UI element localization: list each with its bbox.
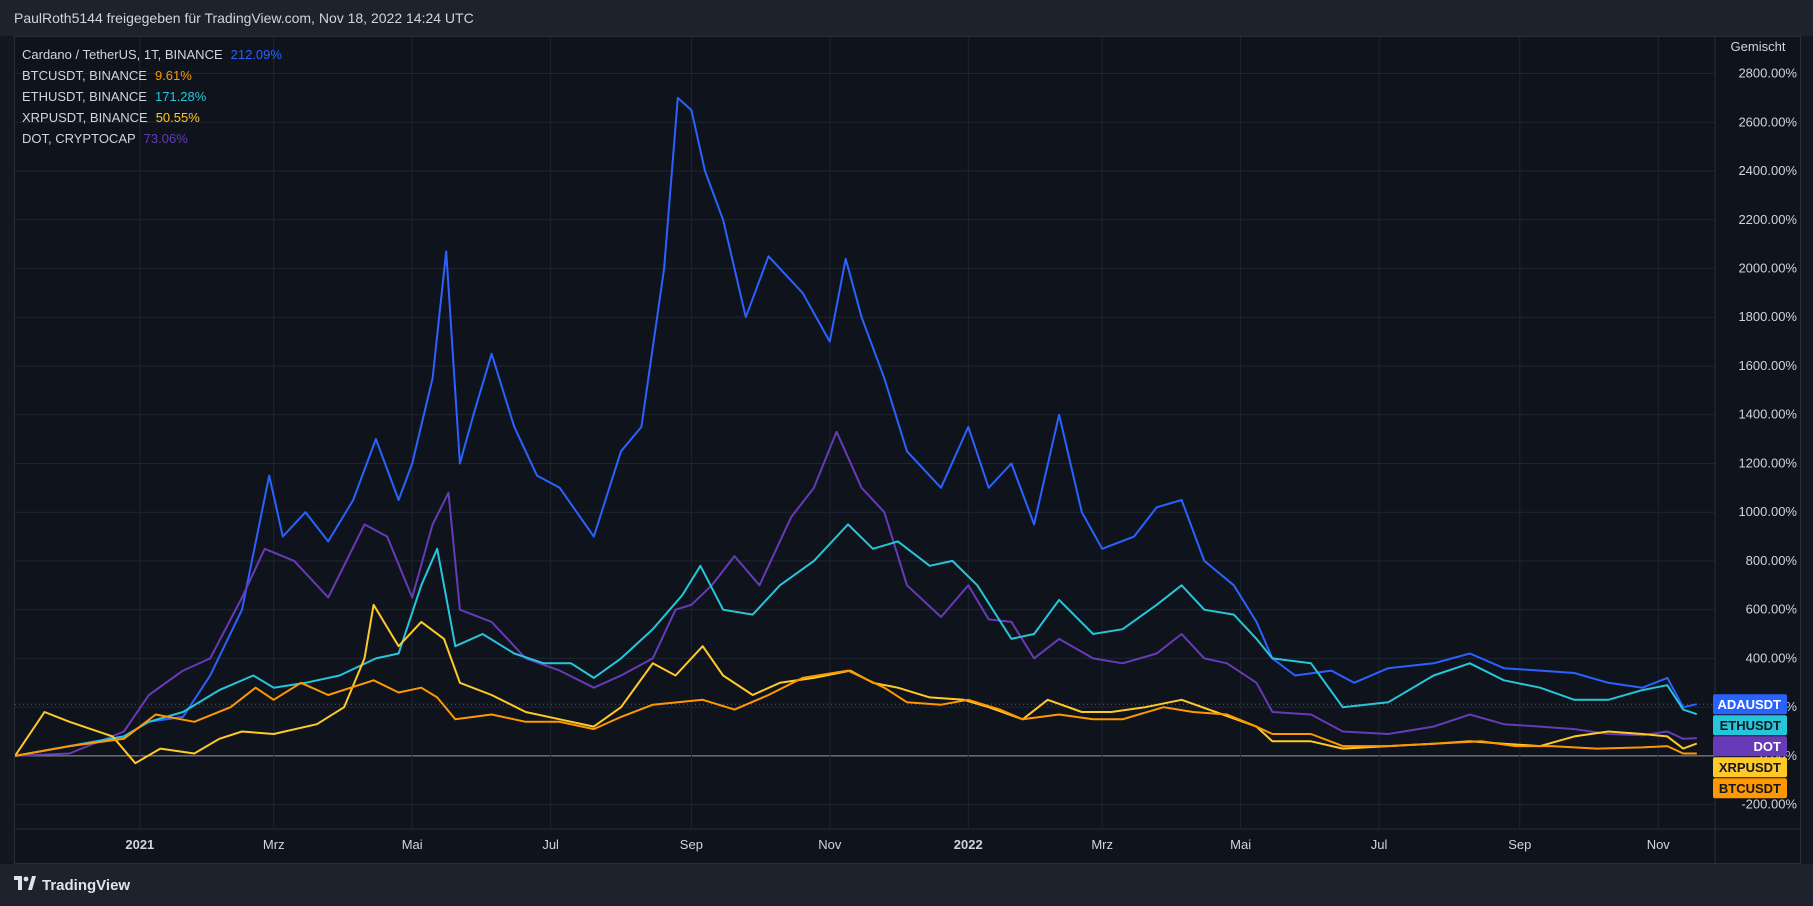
y-tick-label: 2400.00%: [1738, 163, 1797, 178]
share-header: PaulRoth5144 freigegeben für TradingView…: [0, 0, 1813, 36]
end-label-btcusdt: BTCUSDT: [1713, 778, 1787, 799]
chart-area[interactable]: Gemischt 2800.00% 2600.00% 2400.00% 2200.00%…: [14, 36, 1801, 864]
series-line-ethusdt[interactable]: [14, 523, 1698, 757]
y-axis-title: Gemischt: [1731, 39, 1786, 54]
legend-label: ETHUSDT, BINANCE: [22, 89, 147, 104]
y-tick-label: 400.00%: [1746, 650, 1798, 665]
legend-label: DOT, CRYPTOCAP: [22, 131, 136, 146]
x-tick-label: Sep: [1508, 837, 1531, 852]
y-tick-label: 1600.00%: [1738, 358, 1797, 373]
legend-value: 50.55%: [155, 110, 200, 125]
y-tick-label: 800.00%: [1746, 553, 1798, 568]
legend-label: BTCUSDT, BINANCE: [22, 68, 147, 83]
y-tick-label: 2000.00%: [1738, 261, 1797, 276]
footer: TradingView: [0, 864, 1813, 906]
chart-legend[interactable]: Cardano / TetherUS, 1T, BINANCE 212.09% BT…: [22, 44, 282, 149]
x-tick-label: Sep: [680, 837, 703, 852]
y-tick-label: 600.00%: [1746, 602, 1798, 617]
x-tick-label: Mrz: [1091, 837, 1113, 852]
x-tick-label: 2021: [125, 837, 154, 852]
x-tick-label: Mai: [1230, 837, 1251, 852]
end-label-adausdt: ADAUSDT: [1713, 694, 1787, 715]
y-tick-label: 1200.00%: [1738, 455, 1797, 470]
svg-text:ADAUSDT: ADAUSDT: [1717, 697, 1781, 712]
y-axis[interactable]: Gemischt 2800.00% 2600.00% 2400.00% 2200.00%…: [1731, 39, 1798, 812]
legend-value: 73.06%: [143, 131, 188, 146]
tradingview-wordmark: TradingView: [42, 876, 131, 894]
x-tick-label: Mai: [402, 837, 423, 852]
svg-text:DOT: DOT: [1754, 739, 1782, 754]
svg-text:XRPUSDT: XRPUSDT: [1719, 760, 1781, 775]
end-label-ethusdt: ETHUSDT: [1713, 715, 1787, 736]
legend-row[interactable]: DOT, CRYPTOCAP 73.06%: [22, 128, 282, 149]
legend-value: 212.09%: [230, 47, 282, 62]
series-line-adausdt[interactable]: [14, 96, 1698, 757]
tradingview-logo-icon: [14, 876, 42, 894]
y-tick-label: 2200.00%: [1738, 212, 1797, 227]
x-tick-label: Nov: [1647, 837, 1671, 852]
series-line-btcusdt[interactable]: [14, 669, 1697, 757]
y-tick-label: 1800.00%: [1738, 309, 1797, 324]
y-tick-label: 1000.00%: [1738, 504, 1797, 519]
svg-text:ETHUSDT: ETHUSDT: [1720, 718, 1781, 733]
comparison-line-chart[interactable]: Gemischt 2800.00% 2600.00% 2400.00% 2200.00%…: [14, 37, 1800, 863]
y-tick-label: 2600.00%: [1738, 114, 1797, 129]
grid-lines: [15, 37, 1800, 863]
legend-label: Cardano / TetherUS, 1T, BINANCE: [22, 47, 223, 62]
x-tick-label: Mrz: [263, 837, 285, 852]
series-line-dot[interactable]: [14, 430, 1697, 757]
end-label-dot: DOT: [1713, 736, 1787, 757]
x-tick-label: Jul: [542, 837, 559, 852]
share-header-text: PaulRoth5144 freigegeben für TradingView…: [14, 10, 474, 26]
legend-row[interactable]: BTCUSDT, BINANCE 9.61%: [22, 65, 282, 86]
y-tick-label: -200.00%: [1741, 797, 1797, 812]
x-tick-label: 2022: [954, 837, 983, 852]
x-tick-label: Jul: [1371, 837, 1388, 852]
y-tick-label: 1400.00%: [1738, 407, 1797, 422]
series-end-labels: ADAUSDT ETHUSDT DOT XRPUSDT BTCUSDT: [1713, 694, 1787, 799]
y-tick-label: 2800.00%: [1738, 66, 1797, 81]
svg-text:BTCUSDT: BTCUSDT: [1719, 781, 1781, 796]
legend-row[interactable]: XRPUSDT, BINANCE 50.55%: [22, 107, 282, 128]
x-axis[interactable]: 2021 Mrz Mai Jul Sep Nov 2022 Mrz Mai Jul Sep Nov: [125, 837, 1670, 852]
legend-value: 171.28%: [154, 89, 207, 104]
tradingview-branding[interactable]: TradingView: [14, 876, 130, 894]
series-lines: [14, 96, 1698, 765]
legend-row[interactable]: ETHUSDT, BINANCE 171.28%: [22, 86, 282, 107]
legend-row[interactable]: Cardano / TetherUS, 1T, BINANCE 212.09%: [22, 44, 282, 65]
legend-value: 9.61%: [154, 68, 192, 83]
end-label-xrpusdt: XRPUSDT: [1713, 757, 1787, 778]
x-tick-label: Nov: [818, 837, 842, 852]
legend-label: XRPUSDT, BINANCE: [22, 110, 148, 125]
